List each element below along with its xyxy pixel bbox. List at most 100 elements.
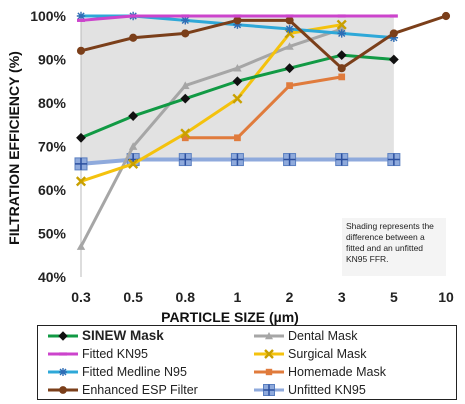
legend-swatch-marker	[58, 331, 68, 341]
point-homemade-mask	[234, 134, 241, 142]
point-fitted-medline-n95	[181, 16, 190, 25]
point-unfitted-kn95	[230, 153, 244, 167]
legend-item-dental-mask: Dental Mask	[252, 328, 452, 344]
point-enhanced-esp-filter	[76, 46, 86, 55]
legend-swatch-marker	[59, 352, 67, 356]
y-tick-label: 50%	[38, 226, 67, 242]
series-line-homemade-mask	[185, 75, 342, 140]
point-sinew-mask	[232, 76, 243, 87]
point-fitted-medline-n95	[76, 11, 86, 21]
x-tick-label: 3	[338, 289, 346, 305]
legend-swatch	[48, 368, 78, 376]
point-fitted-medline-n95	[285, 24, 294, 34]
legend-item-fitted-kn95: Fitted KN95	[46, 346, 246, 362]
x-tick-label: 0.3	[71, 289, 91, 305]
legend-label: Enhanced ESP Filter	[82, 383, 198, 397]
point-dental-mask	[76, 242, 86, 250]
point-homemade-mask	[181, 134, 189, 142]
point-sinew-mask	[336, 50, 347, 61]
point-unfitted-kn95	[178, 153, 192, 167]
y-tick-label: 100%	[30, 8, 66, 24]
point-unfitted-kn95	[74, 157, 88, 171]
legend-swatch	[48, 386, 78, 394]
legend-swatch	[254, 368, 284, 376]
point-dental-mask	[285, 42, 294, 50]
point-surgical-mask	[336, 19, 347, 30]
point-enhanced-esp-filter	[389, 29, 398, 38]
legend-swatch-marker	[265, 332, 273, 340]
legend-swatch	[48, 352, 78, 356]
point-sinew-mask	[284, 63, 295, 74]
legend-label: Fitted KN95	[82, 347, 149, 361]
x-tick-label: 0.5	[123, 289, 143, 305]
point-fitted-kn95	[77, 18, 85, 22]
legend-label: Homemade Mask	[288, 365, 386, 379]
y-tick-label: 80%	[38, 95, 67, 111]
legend-swatch	[254, 332, 284, 340]
legend-item-enhanced-esp-filter: Enhanced ESP Filter	[46, 382, 246, 398]
point-unfitted-kn95	[387, 153, 401, 167]
y-axis-title: FILTRATION EFFICIENCY (%)	[6, 51, 22, 245]
tick-label-layer: 40% 50% 60% 70% 80% 90% 100% 0.3 0.5 0.8 1 2 3 5 10	[30, 8, 454, 305]
legend-item-unfitted-kn95: Unfitted KN95	[252, 382, 452, 398]
y-tick-label: 90%	[38, 52, 67, 68]
point-sinew-mask	[128, 111, 139, 121]
point-enhanced-esp-filter	[129, 33, 138, 42]
shaded-region-layer	[81, 16, 394, 164]
legend-label: Unfitted KN95	[288, 383, 366, 397]
y-tick-label: 70%	[38, 139, 67, 155]
point-unfitted-kn95	[335, 153, 349, 167]
point-fitted-kn95	[337, 14, 346, 18]
legend-item-fitted-medline-n95: Fitted Medline N95	[46, 364, 246, 380]
point-dental-mask	[128, 142, 138, 150]
point-fitted-kn95	[285, 14, 294, 18]
x-tick-label: 0.8	[176, 289, 196, 305]
point-enhanced-esp-filter	[337, 64, 346, 73]
legend-label: Surgical Mask	[288, 347, 367, 361]
point-dental-mask	[233, 64, 242, 72]
point-fitted-kn95	[129, 14, 138, 18]
series-enhanced-esp-filter	[76, 11, 451, 73]
series-sinew-mask	[76, 50, 399, 143]
point-fitted-kn95	[389, 14, 398, 18]
legend-item-homemade-mask: Homemade Mask	[252, 364, 452, 380]
legend-swatch-marker	[264, 349, 274, 359]
point-surgical-mask	[128, 158, 139, 169]
y-tick-label: 40%	[38, 269, 67, 285]
x-tick-label: 1	[234, 289, 242, 305]
point-sinew-mask	[388, 54, 399, 65]
y-tick-label: 60%	[38, 182, 67, 198]
point-enhanced-esp-filter	[285, 16, 294, 25]
point-sinew-mask	[180, 93, 191, 104]
point-fitted-medline-n95	[389, 33, 399, 42]
legend-label: Dental Mask	[288, 329, 358, 343]
x-tick-label: 5	[390, 289, 398, 305]
series-line-enhanced-esp-filter	[80, 14, 447, 70]
shaded-region	[81, 16, 394, 164]
series-fitted-kn95	[77, 14, 398, 22]
legend-swatch	[48, 331, 78, 341]
legend-swatch-marker	[59, 386, 67, 394]
point-surgical-mask	[180, 128, 191, 139]
point-unfitted-kn95	[283, 153, 297, 167]
point-sinew-mask	[76, 132, 86, 143]
point-enhanced-esp-filter	[233, 16, 242, 25]
point-homemade-mask	[338, 73, 346, 81]
chart-legend: SINEW Mask Dental Mask Fitted KN95 Surgical…	[37, 325, 457, 400]
point-dental-mask	[181, 81, 190, 89]
point-surgical-mask	[232, 93, 243, 104]
point-fitted-kn95	[181, 14, 190, 18]
legend-swatch-marker	[265, 368, 273, 376]
legend-label: SINEW Mask	[82, 328, 164, 343]
x-tick-label: 2	[286, 289, 294, 305]
legend-label: Fitted Medline N95	[82, 365, 187, 379]
series-line-dental-mask	[79, 27, 343, 248]
point-homemade-mask	[286, 82, 293, 89]
chart-plot: 40% 50% 60% 70% 80% 90% 100% 0.3 0.5 0.8 1 2 3 5 10 FI…	[6, 8, 454, 325]
legend-swatch-marker	[263, 384, 275, 396]
legend-item-sinew-mask: SINEW Mask	[46, 328, 246, 344]
point-surgical-mask	[75, 176, 87, 187]
shading-annotation: Shading represents the difference betwee…	[342, 218, 446, 276]
series-line-surgical-mask	[80, 23, 342, 183]
